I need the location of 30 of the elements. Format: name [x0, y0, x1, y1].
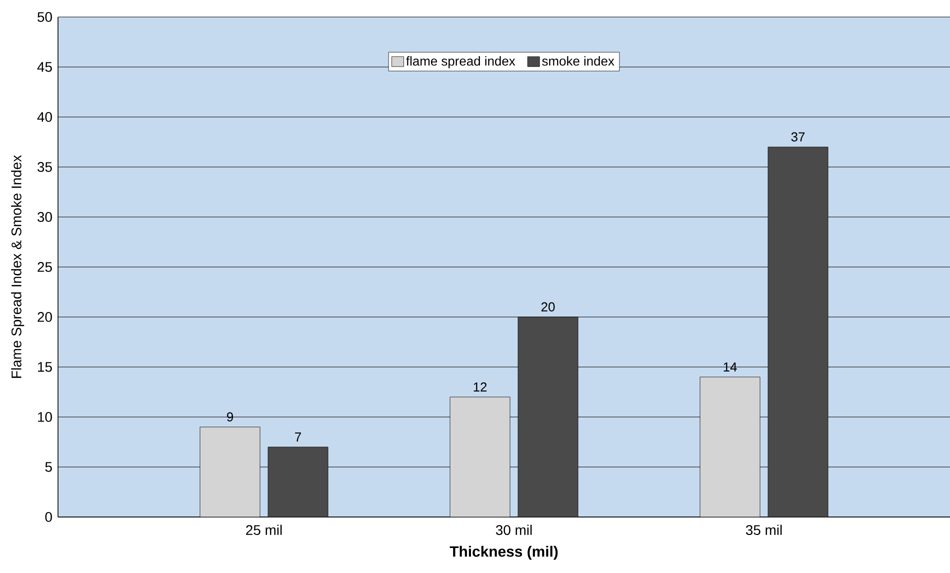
data-label: 14 — [724, 362, 737, 372]
bar — [518, 316, 578, 517]
y-tick-label: 20 — [38, 312, 52, 322]
data-label: 9 — [227, 412, 233, 422]
x-tick-label: 30 mil — [496, 524, 532, 536]
x-tick-label: 25 mil — [246, 524, 282, 536]
bar — [200, 426, 260, 517]
bar — [768, 146, 828, 517]
legend-label: smoke index — [542, 56, 614, 66]
data-label: 20 — [541, 302, 555, 312]
x-tick-label: 35 mil — [746, 524, 782, 536]
y-tick-label: 15 — [38, 362, 52, 372]
y-tick-label: 5 — [45, 462, 52, 472]
y-tick-label: 0 — [45, 512, 52, 522]
legend-label: flame spread index — [406, 56, 516, 68]
bar — [450, 396, 510, 517]
data-label: 12 — [474, 382, 487, 392]
y-tick-label: 45 — [37, 62, 52, 72]
bar — [268, 446, 328, 517]
y-tick-label: 50 — [38, 12, 52, 22]
y-axis-title: Flame Spread Index & Smoke Index — [11, 155, 24, 378]
y-tick-label: 10 — [38, 412, 52, 422]
y-tick-label: 25 — [38, 262, 52, 272]
y-tick-label: 30 — [38, 212, 52, 222]
y-tick-label: 35 — [38, 162, 52, 172]
data-label: 37 — [791, 132, 805, 142]
data-label: 7 — [295, 432, 301, 442]
x-axis-title: Thickness (mil) — [450, 546, 558, 560]
bar — [700, 376, 760, 517]
y-tick-label: 40 — [37, 112, 52, 122]
